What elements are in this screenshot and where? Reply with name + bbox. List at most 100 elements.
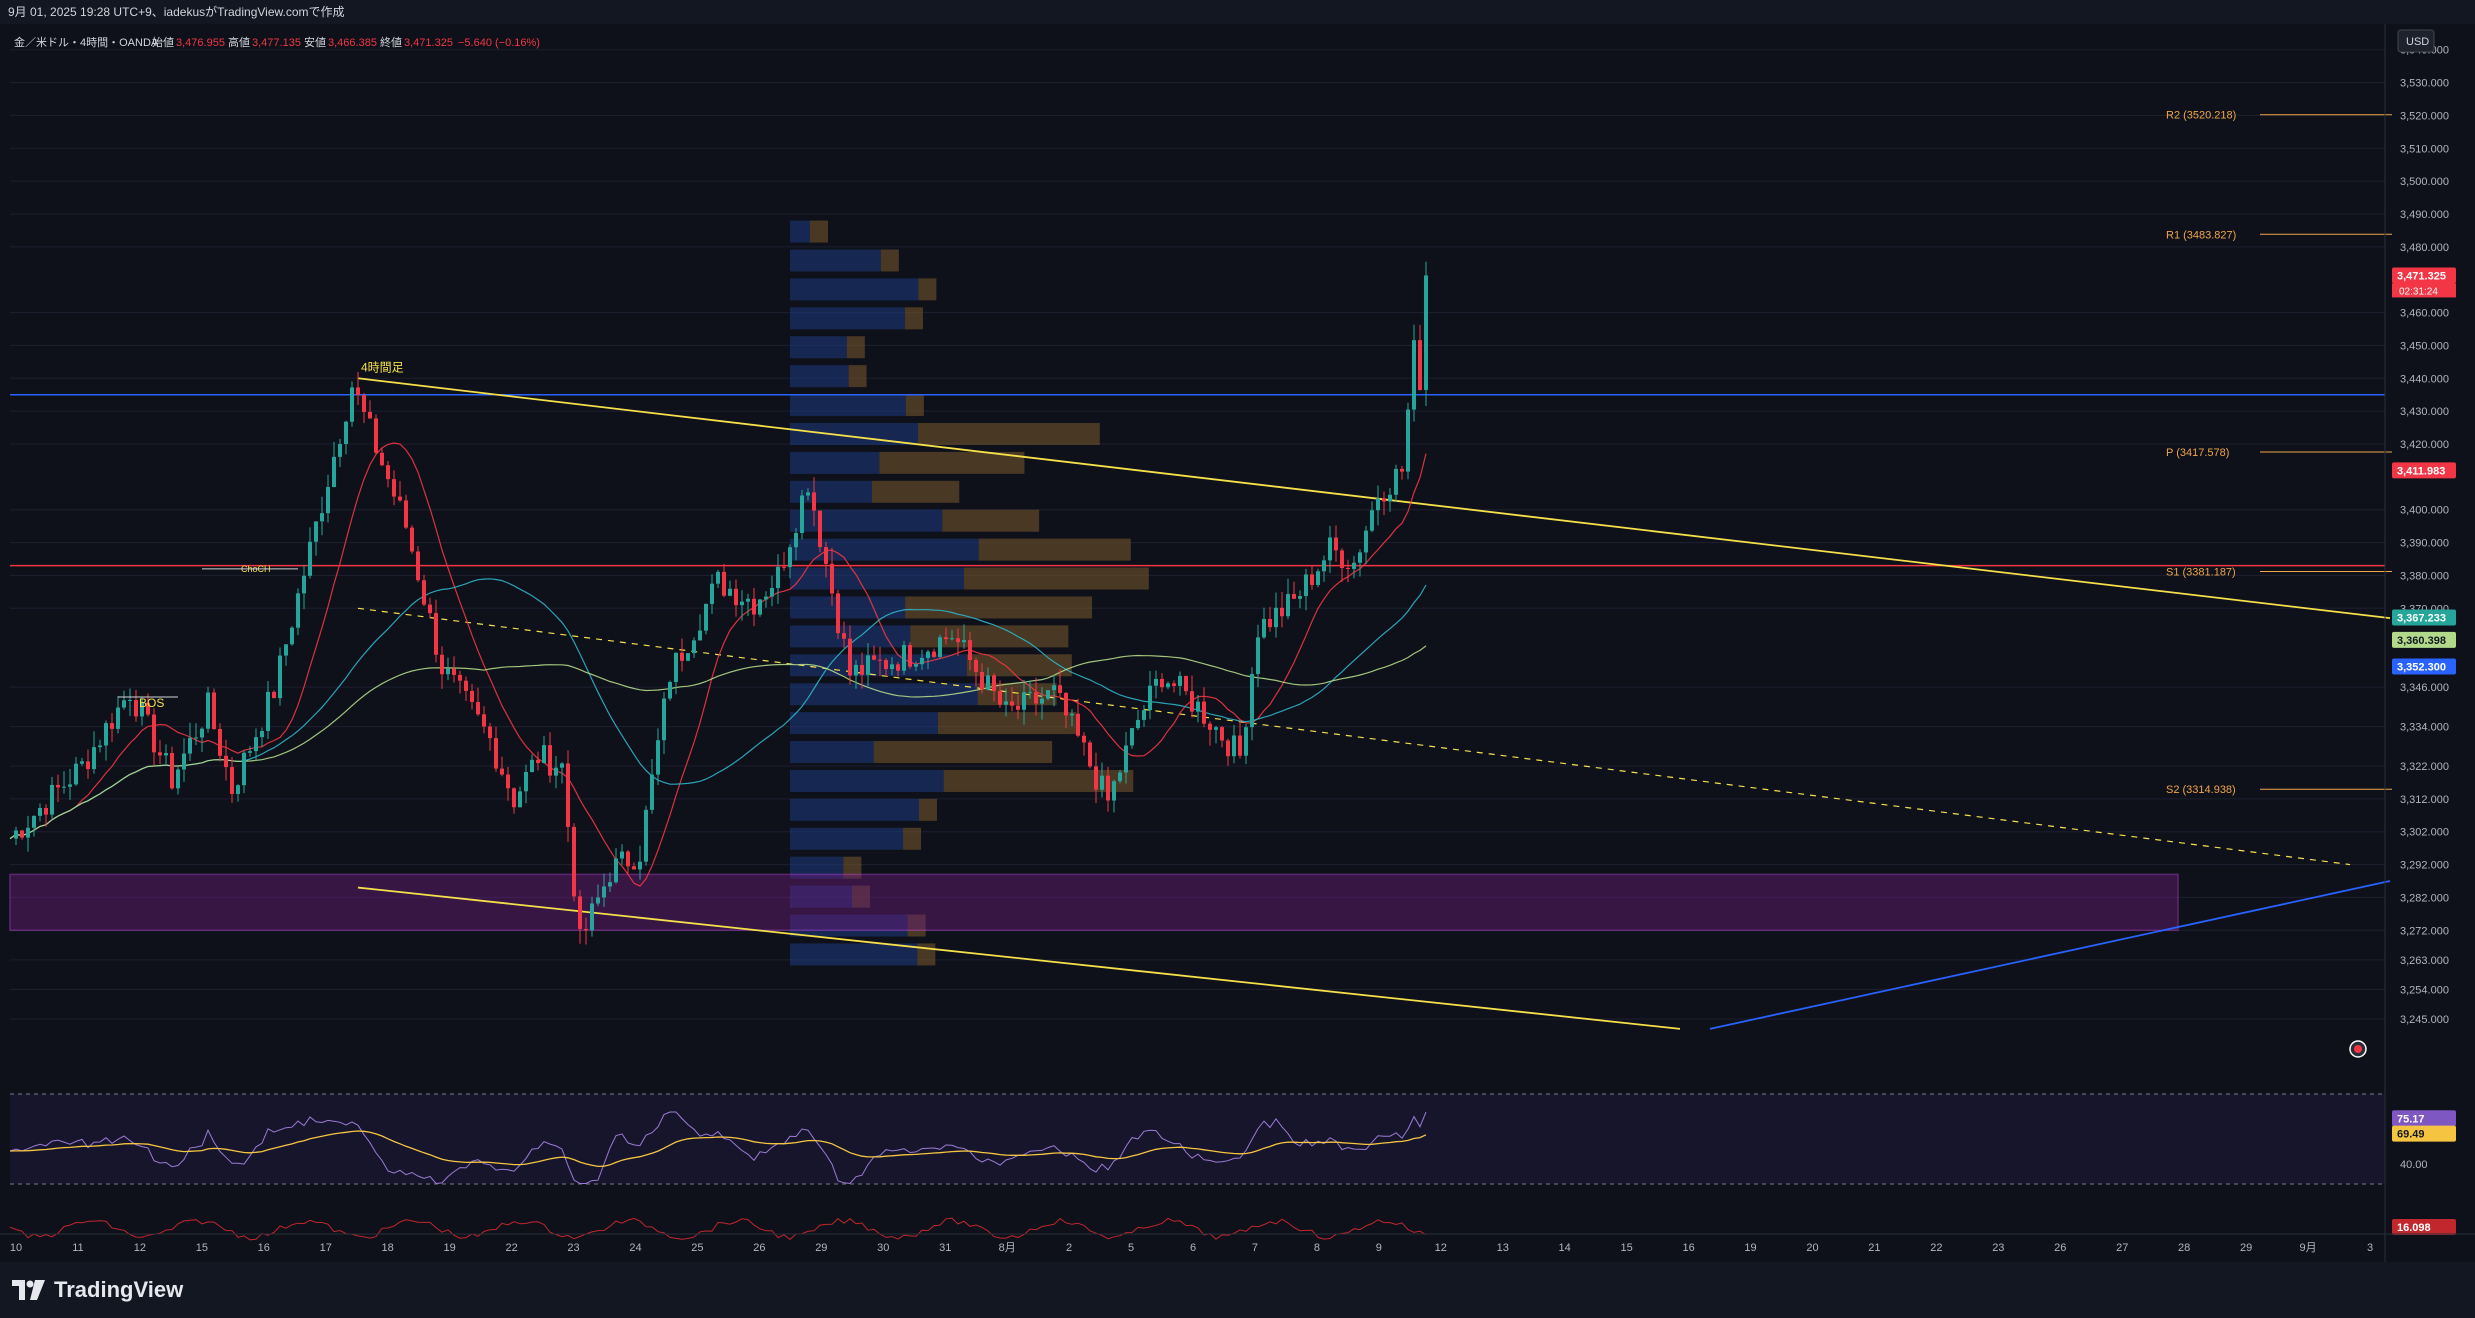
- candle-body: [950, 638, 954, 640]
- x-tick-label: 24: [629, 1242, 641, 1254]
- volume-bar-sell: [907, 914, 926, 937]
- candle-body: [308, 541, 312, 576]
- candle-body: [20, 830, 24, 838]
- candle-body: [914, 664, 918, 667]
- trend-lines: [10, 377, 2391, 1030]
- candle-body: [1358, 552, 1362, 563]
- volume-bar-buy: [790, 422, 919, 445]
- candle-body: [872, 655, 876, 660]
- candle-body: [572, 826, 576, 897]
- candle-body: [50, 784, 54, 815]
- candle-body: [362, 395, 366, 412]
- candle-body: [992, 675, 996, 692]
- candle-body: [1004, 701, 1008, 705]
- y-tick-label: 3,263.000: [2400, 955, 2449, 967]
- candle-body: [1238, 735, 1242, 756]
- candle-body: [1322, 560, 1326, 572]
- candle-body: [536, 759, 540, 764]
- candle-body: [110, 723, 114, 729]
- candle-body: [1166, 683, 1170, 688]
- volume-bar-sell: [880, 249, 899, 272]
- chart-title: 9月 01, 2025 19:28 UTC+9、iadekusがTradingV…: [8, 5, 345, 19]
- candle-body: [1118, 772, 1122, 782]
- x-tick-label: 25: [691, 1242, 703, 1254]
- candle-body: [854, 664, 858, 676]
- volume-bar-buy: [790, 798, 919, 821]
- candle-body: [212, 692, 216, 729]
- volume-bar-sell: [937, 712, 1077, 735]
- candle-body: [866, 655, 870, 675]
- candle-body: [1286, 594, 1290, 617]
- candle-body: [140, 702, 144, 717]
- lower-indicator-line: [9, 1217, 1427, 1241]
- x-tick-label: 6: [1190, 1242, 1196, 1254]
- candle-body: [632, 866, 636, 870]
- currency-button[interactable]: USD: [2397, 29, 2435, 53]
- volume-bar-buy: [790, 567, 965, 590]
- candle-body: [656, 740, 660, 775]
- candle-body: [956, 638, 960, 643]
- x-tick-label: 15: [196, 1242, 208, 1254]
- candle-body: [428, 604, 432, 614]
- rising-support-line: [1709, 880, 2391, 1030]
- candle-body: [434, 613, 438, 655]
- candle-body: [998, 691, 1002, 705]
- candle-body: [1304, 574, 1308, 597]
- x-tick-label: 15: [1621, 1242, 1633, 1254]
- price-axis[interactable]: 3,540.0003,530.0003,520.0003,510.0003,50…: [2384, 24, 2456, 1262]
- candlestick-chart[interactable]: R2 (3520.218) R1 (3483.827) P (3417.578) S1…: [0, 24, 2475, 1262]
- volume-bar-buy: [790, 943, 918, 966]
- candle-body: [974, 660, 978, 672]
- candle-body: [668, 681, 672, 699]
- x-tick-label: 9: [1376, 1242, 1382, 1254]
- rsi-line: [9, 1111, 1427, 1185]
- candle-body: [1058, 685, 1062, 693]
- y-tick-label: 3,500.000: [2400, 176, 2449, 188]
- demand-zone: [9, 873, 2179, 932]
- price-badge-bg: [2392, 609, 2456, 626]
- candle-body: [74, 763, 78, 785]
- candle-body: [200, 728, 204, 738]
- candle-body: [350, 387, 354, 422]
- price-badge-bg: [2392, 462, 2456, 479]
- candle-body: [674, 652, 678, 682]
- candle-body: [248, 751, 252, 753]
- price-badge-bg: [2392, 267, 2456, 284]
- price-badge: 3,360.398: [2397, 635, 2446, 647]
- candle-body: [410, 527, 414, 552]
- candle-body: [530, 759, 534, 773]
- volume-bar-sell: [848, 365, 867, 388]
- candle-body: [1298, 596, 1302, 599]
- candle-body: [1064, 692, 1068, 716]
- candle-body: [596, 897, 600, 904]
- y-tick-label: 3,346.000: [2400, 682, 2449, 694]
- candle-body: [800, 495, 804, 534]
- flag-icon[interactable]: [2349, 1040, 2367, 1058]
- candle-body: [26, 827, 30, 838]
- pivot-levels: R2 (3520.218) R1 (3483.827) P (3417.578) S1…: [2166, 110, 2392, 796]
- candle-body: [812, 492, 816, 511]
- rsi-signal-badge: 69.49: [2397, 1129, 2425, 1141]
- volume-bar-sell: [873, 741, 1053, 764]
- tradingview-logo-icon: [12, 1280, 45, 1300]
- candle-body: [482, 714, 486, 727]
- x-tick-label: 3: [2367, 1242, 2373, 1254]
- brand-name: TradingView: [54, 1277, 184, 1302]
- candle-body: [1022, 692, 1026, 710]
- candle-body: [116, 707, 120, 729]
- x-tick-label: 12: [134, 1242, 146, 1254]
- candle-body: [302, 575, 306, 594]
- candle-body: [824, 547, 828, 564]
- candle-body: [962, 640, 966, 643]
- time-axis[interactable]: 10 11 12 15 16 17 18 19 22 23 24 25 26 29 30 31 8月 2 5 6 7 8 9…: [0, 1233, 2475, 1254]
- rsi-band: [10, 1094, 2385, 1184]
- candle-body: [194, 737, 198, 739]
- volume-bar-sell: [918, 798, 937, 821]
- candle-body: [1262, 618, 1266, 638]
- candle-body: [206, 692, 210, 729]
- candle-body: [1226, 740, 1230, 757]
- y-tick-label: 3,292.000: [2400, 860, 2449, 872]
- x-tick-label: 18: [382, 1242, 394, 1254]
- candle-body: [260, 731, 264, 738]
- candle-body: [1244, 727, 1248, 756]
